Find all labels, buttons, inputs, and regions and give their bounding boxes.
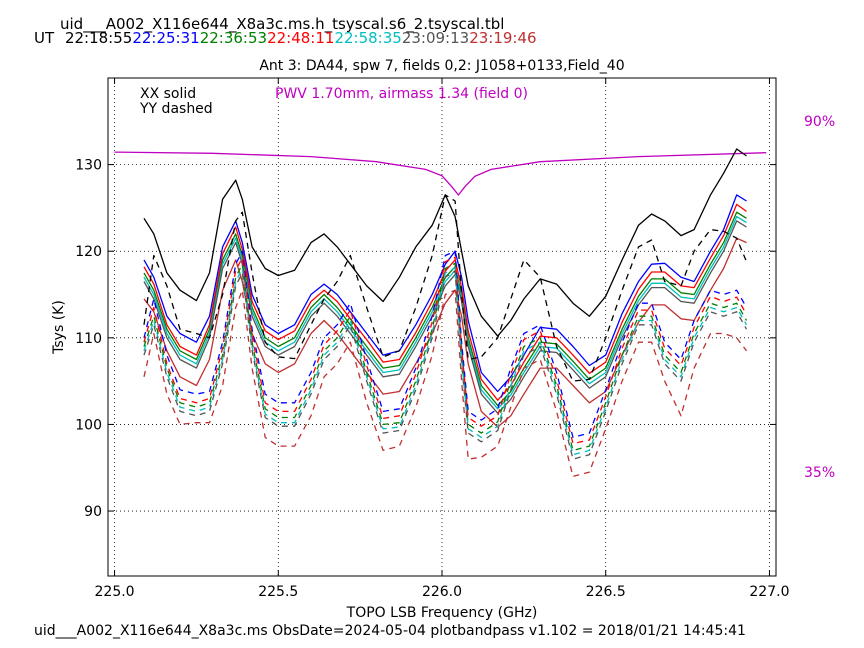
filename-title: uid___A002_X116e644_X8a3c.ms.h_tsyscal.s… [60, 15, 504, 34]
x-tick-label-2: 226.0 [422, 584, 462, 600]
legend-xx-solid: XX solid [140, 86, 196, 102]
pwv-label: PWV 1.70mm, airmass 1.34 (field 0) [275, 86, 528, 102]
ut-time-7: 23:19:46 [469, 29, 536, 47]
right-axis-label-bottom: 35% [804, 465, 835, 481]
x-tick-label-3: 226.5 [586, 584, 626, 600]
series-line-6 [143, 237, 747, 428]
y-tick-label-2: 110 [75, 331, 102, 347]
ut-time-2: 22:25:31 [132, 29, 199, 47]
ut-time-legend: UT 22:18:5522:25:3122:36:5322:48:1122:58… [34, 29, 537, 47]
legend-yy-dashed: YY dashed [139, 101, 213, 117]
footer-info: uid___A002_X116e644_X8a3c.ms ObsDate=202… [34, 623, 746, 639]
series-line-7 [143, 194, 748, 382]
chart-title: Ant 3: DA44, spw 7, fields 0,2: J1058+01… [259, 58, 624, 74]
series-line-4 [143, 215, 747, 410]
series-line-9 [143, 262, 748, 452]
ut-time-4: 22:48:11 [267, 29, 334, 47]
series-line-1 [143, 194, 747, 393]
ut-time-5: 22:58:35 [334, 29, 401, 47]
y-tick-label-4: 130 [75, 158, 102, 174]
ut-time-1: 22:18:55 [65, 29, 132, 47]
x-tick-label-1: 225.5 [258, 584, 298, 600]
series-line-3 [143, 203, 747, 401]
grid-lines [108, 78, 776, 576]
y-tick-label-3: 120 [75, 244, 102, 260]
y-tick-label-1: 100 [75, 417, 102, 433]
series-line-5 [143, 220, 747, 414]
y-axis-label: Tsys (K) [51, 300, 67, 355]
ut-time-6: 23:09:13 [402, 29, 469, 47]
ut-label: UT [34, 29, 55, 47]
series-line-8 [143, 250, 748, 439]
x-tick-label-0: 225.0 [95, 584, 135, 600]
axis-ticks: 225.0 225.5 226.0 226.5 227.0 90 100 110 120 130 [75, 78, 789, 600]
series-lines [143, 148, 748, 478]
pwv-transmission-line [114, 151, 767, 197]
series-line-11 [143, 267, 748, 456]
right-axis-label-top: 90% [804, 114, 835, 130]
series-line-10 [143, 256, 748, 445]
x-axis-label: TOPO LSB Frequency (GHz) [346, 605, 538, 621]
series-line-12 [143, 270, 748, 460]
ut-time-3: 22:36:53 [200, 29, 267, 47]
series-line-13 [143, 289, 748, 478]
pwv-curve [114, 151, 767, 197]
y-tick-label-0: 90 [84, 504, 102, 520]
series-line-0 [143, 148, 747, 337]
x-tick-label-4: 227.0 [749, 584, 789, 600]
